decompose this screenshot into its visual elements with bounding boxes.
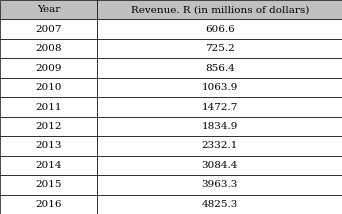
- Text: Revenue. R (in millions of dollars): Revenue. R (in millions of dollars): [131, 5, 309, 14]
- Text: 2011: 2011: [36, 103, 62, 111]
- Text: 1834.9: 1834.9: [201, 122, 238, 131]
- Text: 1472.7: 1472.7: [201, 103, 238, 111]
- Text: 2012: 2012: [36, 122, 62, 131]
- Text: 2015: 2015: [36, 180, 62, 189]
- Text: 2016: 2016: [36, 200, 62, 209]
- Text: 2013: 2013: [36, 141, 62, 150]
- Text: 2014: 2014: [36, 161, 62, 170]
- Text: 2010: 2010: [36, 83, 62, 92]
- Text: 3084.4: 3084.4: [201, 161, 238, 170]
- Bar: [97, 39, 342, 58]
- Bar: [97, 117, 342, 136]
- Bar: [0, 195, 97, 214]
- Bar: [0, 58, 97, 78]
- Bar: [97, 58, 342, 78]
- Bar: [0, 39, 97, 58]
- Text: Year: Year: [37, 5, 60, 14]
- Text: 2007: 2007: [36, 25, 62, 34]
- Text: 856.4: 856.4: [205, 64, 235, 73]
- Bar: [0, 156, 97, 175]
- Bar: [97, 97, 342, 117]
- Bar: [0, 117, 97, 136]
- Bar: [97, 195, 342, 214]
- Text: 725.2: 725.2: [205, 44, 235, 53]
- Text: 2009: 2009: [36, 64, 62, 73]
- Text: 1063.9: 1063.9: [201, 83, 238, 92]
- Bar: [97, 78, 342, 97]
- Bar: [0, 175, 97, 195]
- Bar: [0, 19, 97, 39]
- Bar: [0, 136, 97, 156]
- Text: 4825.3: 4825.3: [201, 200, 238, 209]
- Text: 606.6: 606.6: [205, 25, 235, 34]
- Text: 2332.1: 2332.1: [201, 141, 238, 150]
- Bar: [97, 175, 342, 195]
- Bar: [0, 97, 97, 117]
- Text: 2008: 2008: [36, 44, 62, 53]
- Bar: [97, 19, 342, 39]
- Bar: [0, 0, 97, 19]
- Bar: [97, 136, 342, 156]
- Bar: [97, 156, 342, 175]
- Text: 3963.3: 3963.3: [201, 180, 238, 189]
- Bar: [0, 78, 97, 97]
- Bar: [97, 0, 342, 19]
